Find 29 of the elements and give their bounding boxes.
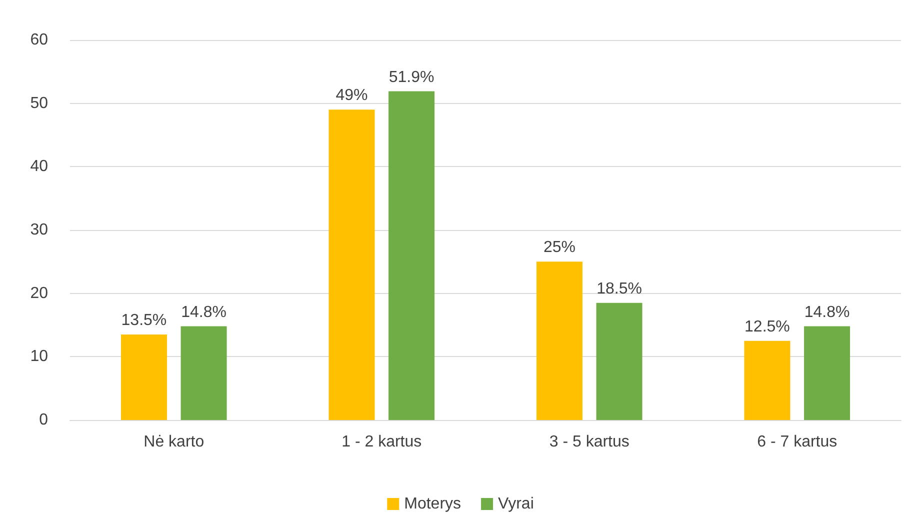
- data-label: 12.5%: [744, 318, 790, 336]
- bar: [596, 302, 642, 420]
- bar: [536, 262, 582, 420]
- x-tick-label: 6 - 7 kartus: [757, 434, 838, 450]
- bar: [744, 340, 790, 420]
- bar: [388, 91, 435, 420]
- y-tick-label: 60: [30, 32, 48, 48]
- bar: [804, 326, 850, 420]
- data-label: 14.8%: [181, 304, 226, 321]
- bar: [328, 110, 375, 420]
- x-tick-label: 1 - 2 kartus: [342, 434, 422, 450]
- data-label: 25%: [543, 239, 576, 256]
- y-tick-label: 20: [30, 284, 48, 302]
- bar: [180, 326, 227, 420]
- legend-label: Moterys: [404, 496, 462, 512]
- y-tick-label: 40: [30, 158, 48, 176]
- x-tick-label: Nė karto: [144, 434, 204, 450]
- data-label: 51.9%: [388, 68, 434, 86]
- y-tick-label: 0: [39, 412, 48, 428]
- y-tick-label: 10: [30, 348, 48, 366]
- data-label: 14.8%: [804, 304, 850, 321]
- legend-label: Vyrai: [498, 496, 534, 512]
- x-tick-label: 3 - 5 kartus: [549, 434, 630, 450]
- bar: [120, 334, 167, 420]
- data-label: 49%: [336, 87, 368, 104]
- data-label: 18.5%: [596, 280, 642, 298]
- data-label: 13.5%: [121, 312, 167, 329]
- y-tick-label: 30: [30, 222, 48, 238]
- y-tick-label: 50: [30, 94, 48, 112]
